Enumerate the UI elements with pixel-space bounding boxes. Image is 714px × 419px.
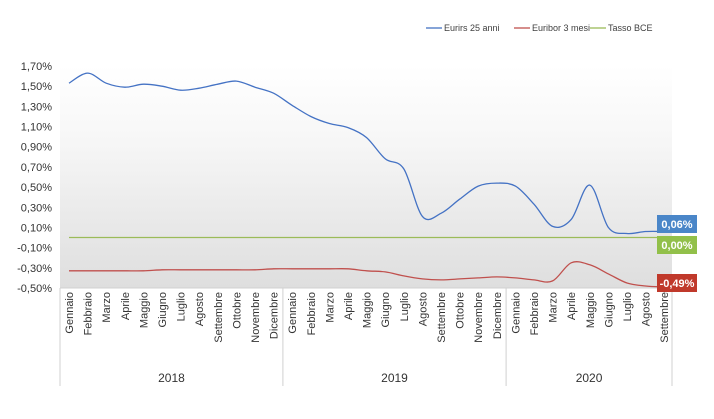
x-tick-label: Giugno xyxy=(603,292,615,327)
x-tick-label: Gennaio xyxy=(287,292,299,334)
x-tick-label: Settembre xyxy=(213,292,225,343)
end-label-value: 0,06% xyxy=(661,219,692,231)
x-tick-label: Agosto xyxy=(194,292,206,326)
series-line-eurirs-25-anni xyxy=(68,72,665,235)
x-tick-label: Febbraio xyxy=(306,292,318,335)
y-tick-label: 1,50% xyxy=(21,81,52,93)
year-label: 2019 xyxy=(381,371,408,385)
x-tick-label: Settembre xyxy=(436,292,448,343)
x-tick-label: Novembre xyxy=(250,292,262,343)
x-tick-label: Agosto xyxy=(417,292,429,326)
x-tick-label: Ottobre xyxy=(455,292,467,329)
y-tick-label: -0,50% xyxy=(17,283,52,295)
x-tick-label: Gennaio xyxy=(510,292,522,334)
series-lines xyxy=(68,72,665,288)
year-label: 2020 xyxy=(576,371,603,385)
x-tick-label: Aprile xyxy=(566,292,578,320)
x-tick-label: Novembre xyxy=(473,292,485,343)
end-label-value: -0,49% xyxy=(660,278,695,290)
x-tick-label: Gennaio xyxy=(64,292,76,334)
end-label-value: 0,00% xyxy=(661,240,692,252)
legend-label: Euribor 3 mesi xyxy=(532,23,590,33)
y-tick-label: 1,10% xyxy=(21,122,52,134)
end-labels: 0,06% -0,49% 0,00% xyxy=(657,215,697,292)
legend: Eurirs 25 anni Euribor 3 mesi Tasso BCE xyxy=(426,23,653,33)
x-tick-label: Febbraio xyxy=(83,292,95,335)
x-tick-label: Ottobre xyxy=(231,292,243,329)
x-tick-label: Luglio xyxy=(622,292,634,321)
end-label-badge xyxy=(657,274,697,292)
y-tick-label: 0,90% xyxy=(21,142,52,154)
y-tick-label: 0,10% xyxy=(21,222,52,234)
x-tick-label: Giugno xyxy=(380,292,392,327)
x-tick-label: Febbraio xyxy=(529,292,541,335)
x-tick-label: Aprile xyxy=(343,292,355,320)
y-tick-label: 1,30% xyxy=(21,101,52,113)
x-tick-label: Maggio xyxy=(585,292,597,328)
y-tick-label: 0,30% xyxy=(21,202,52,214)
plot-area-background xyxy=(60,66,672,288)
x-tick-label: Maggio xyxy=(138,292,150,328)
x-tick-label: Marzo xyxy=(548,292,560,323)
x-tick-label: Aprile xyxy=(120,292,132,320)
legend-label: Eurirs 25 anni xyxy=(444,23,500,33)
x-tick-label: Giugno xyxy=(157,292,169,327)
x-tick-label: Maggio xyxy=(362,292,374,328)
end-label-badge xyxy=(657,236,697,254)
y-tick-label: 0,50% xyxy=(21,182,52,194)
y-tick-label: -0,30% xyxy=(17,263,52,275)
y-tick-label: 1,70% xyxy=(21,61,52,73)
x-tick-label: Luglio xyxy=(399,292,411,321)
x-tick-label: Dicembre xyxy=(269,292,281,339)
x-tick-label: Luglio xyxy=(176,292,188,321)
y-tick-label: 0,70% xyxy=(21,162,52,174)
series-line-euribor-3-mesi xyxy=(68,261,665,288)
y-axis: 1,70% 1,50% 1,30% 1,10% 0,90% 0,70% 0,50% 0,30%… xyxy=(17,61,52,295)
year-label: 2018 xyxy=(158,371,185,385)
x-tick-label: Dicembre xyxy=(492,292,504,339)
y-tick-label: -0,10% xyxy=(17,243,52,255)
x-tick-label: Settembre xyxy=(659,292,671,343)
x-tick-label: Agosto xyxy=(641,292,653,326)
x-tick-label: Marzo xyxy=(101,292,113,323)
x-tick-label: Marzo xyxy=(324,292,336,323)
legend-label: Tasso BCE xyxy=(608,23,653,33)
x-axis: Gennaio Febbraio Marzo Aprile Maggio Giugno Lu… xyxy=(59,287,673,386)
end-label-badge xyxy=(657,215,697,233)
